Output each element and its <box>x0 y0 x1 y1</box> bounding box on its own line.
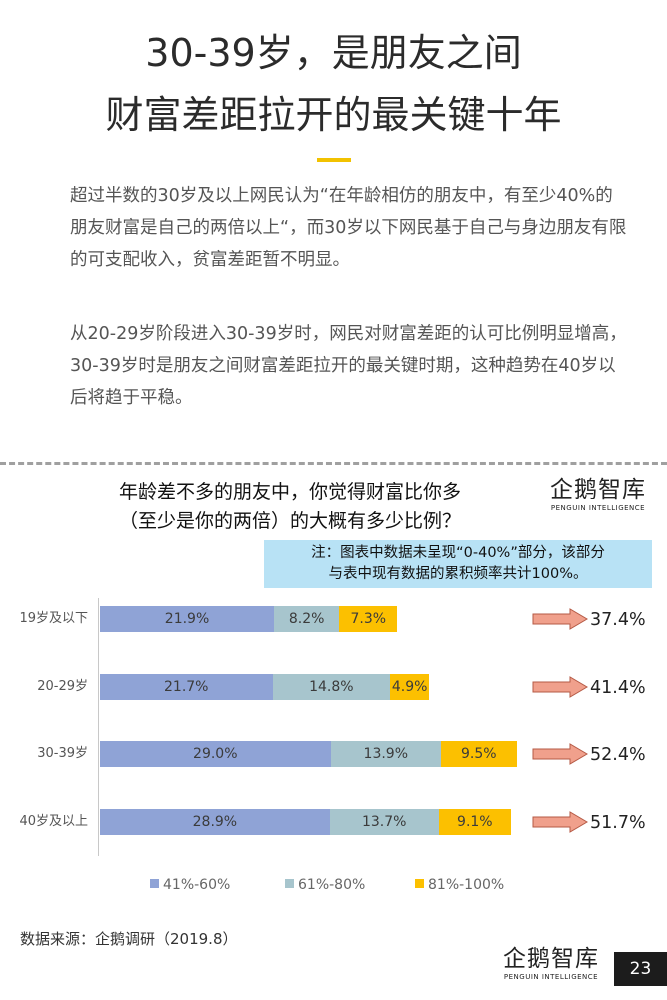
chart-note: 注：图表中数据未呈现“0-40%”部分，该部分 与表中现有数据的累积频率共计10… <box>264 540 652 588</box>
chart-note-line-2: 与表中现有数据的累积频率共计100%。 <box>328 566 588 582</box>
data-source: 数据来源：企鹅调研（2019.8） <box>20 930 238 948</box>
total-value: 41.4% <box>590 678 646 698</box>
chart-title-line-2: （至少是你的两倍）的大概有多少比例？ <box>118 510 461 532</box>
chart-note-line-1: 注：图表中数据未呈现“0-40%”部分，该部分 <box>311 545 605 561</box>
legend-swatch <box>285 879 294 888</box>
page-number: 23 <box>614 952 667 986</box>
legend-label: 81%-100% <box>428 877 505 893</box>
intro-paragraph-2: 从20-29岁阶段进入30-39岁时，网民对财富差距的认可比例明显增高，30-3… <box>70 324 627 408</box>
bar-segment: 13.7% <box>329 809 439 835</box>
bar-segment: 4.9% <box>390 674 430 700</box>
bar-segment: 21.7% <box>100 674 273 700</box>
legend-item: 61%-80% <box>285 876 365 894</box>
category-label: 30-39岁 <box>37 746 88 761</box>
logo-wordmark: 企鹅智库 <box>550 477 646 503</box>
intro-paragraph-1: 超过半数的30岁及以上网民认为“在年龄相仿的朋友中，有至少40%的朋友财富是自己… <box>70 186 627 270</box>
category-axis-line <box>98 598 99 856</box>
total-arrow-icon <box>532 743 588 765</box>
bar-segment: 28.9% <box>100 809 330 835</box>
legend-item: 41%-60% <box>150 876 230 894</box>
title-underline <box>317 158 351 162</box>
bar-segment: 8.2% <box>274 606 340 632</box>
footer-logo-wordmark: 企鹅智库 <box>503 946 599 972</box>
bar-segment: 21.9% <box>100 606 275 632</box>
bar-segment: 9.5% <box>441 741 517 767</box>
bar-segment: 7.3% <box>339 606 398 632</box>
legend-swatch <box>150 879 159 888</box>
logo-subtitle: PENGUIN INTELLIGENCE <box>550 504 646 512</box>
page-title-line-1: 30-39岁，是朋友之间 <box>145 31 522 75</box>
total-arrow-icon <box>532 811 588 833</box>
total-arrow-icon <box>532 608 588 630</box>
total-value: 37.4% <box>590 610 646 630</box>
bar-segment: 29.0% <box>100 741 331 767</box>
chart-title: 年龄差不多的朋友中，你觉得财富比你多 （至少是你的两倍）的大概有多少比例？ <box>70 478 510 536</box>
section-divider <box>0 462 667 465</box>
bar-segment: 9.1% <box>438 809 511 835</box>
legend-label: 61%-80% <box>298 877 366 893</box>
category-label: 40岁及以上 <box>19 814 88 829</box>
category-label: 20-29岁 <box>37 679 88 694</box>
legend-swatch <box>415 879 424 888</box>
penguin-intelligence-logo: 企鹅智库 PENGUIN INTELLIGENCE <box>543 476 653 513</box>
total-arrow-icon <box>532 676 588 698</box>
bar-segment: 14.8% <box>272 674 391 700</box>
chart-title-line-1: 年龄差不多的朋友中，你觉得财富比你多 <box>118 481 461 503</box>
category-label: 19岁及以下 <box>19 611 88 626</box>
page-title-line-2: 财富差距拉开的最关键十年 <box>105 93 562 137</box>
bar-segment: 13.9% <box>330 741 442 767</box>
legend-item: 81%-100% <box>415 876 504 894</box>
total-value: 52.4% <box>590 745 646 765</box>
footer-logo: 企鹅智库 PENGUIN INTELLIGENCE <box>496 945 606 982</box>
legend-label: 41%-60% <box>163 877 231 893</box>
footer-logo-subtitle: PENGUIN INTELLIGENCE <box>503 973 599 981</box>
page-title: 30-39岁，是朋友之间 财富差距拉开的最关键十年 <box>0 22 667 146</box>
total-value: 51.7% <box>590 813 646 833</box>
